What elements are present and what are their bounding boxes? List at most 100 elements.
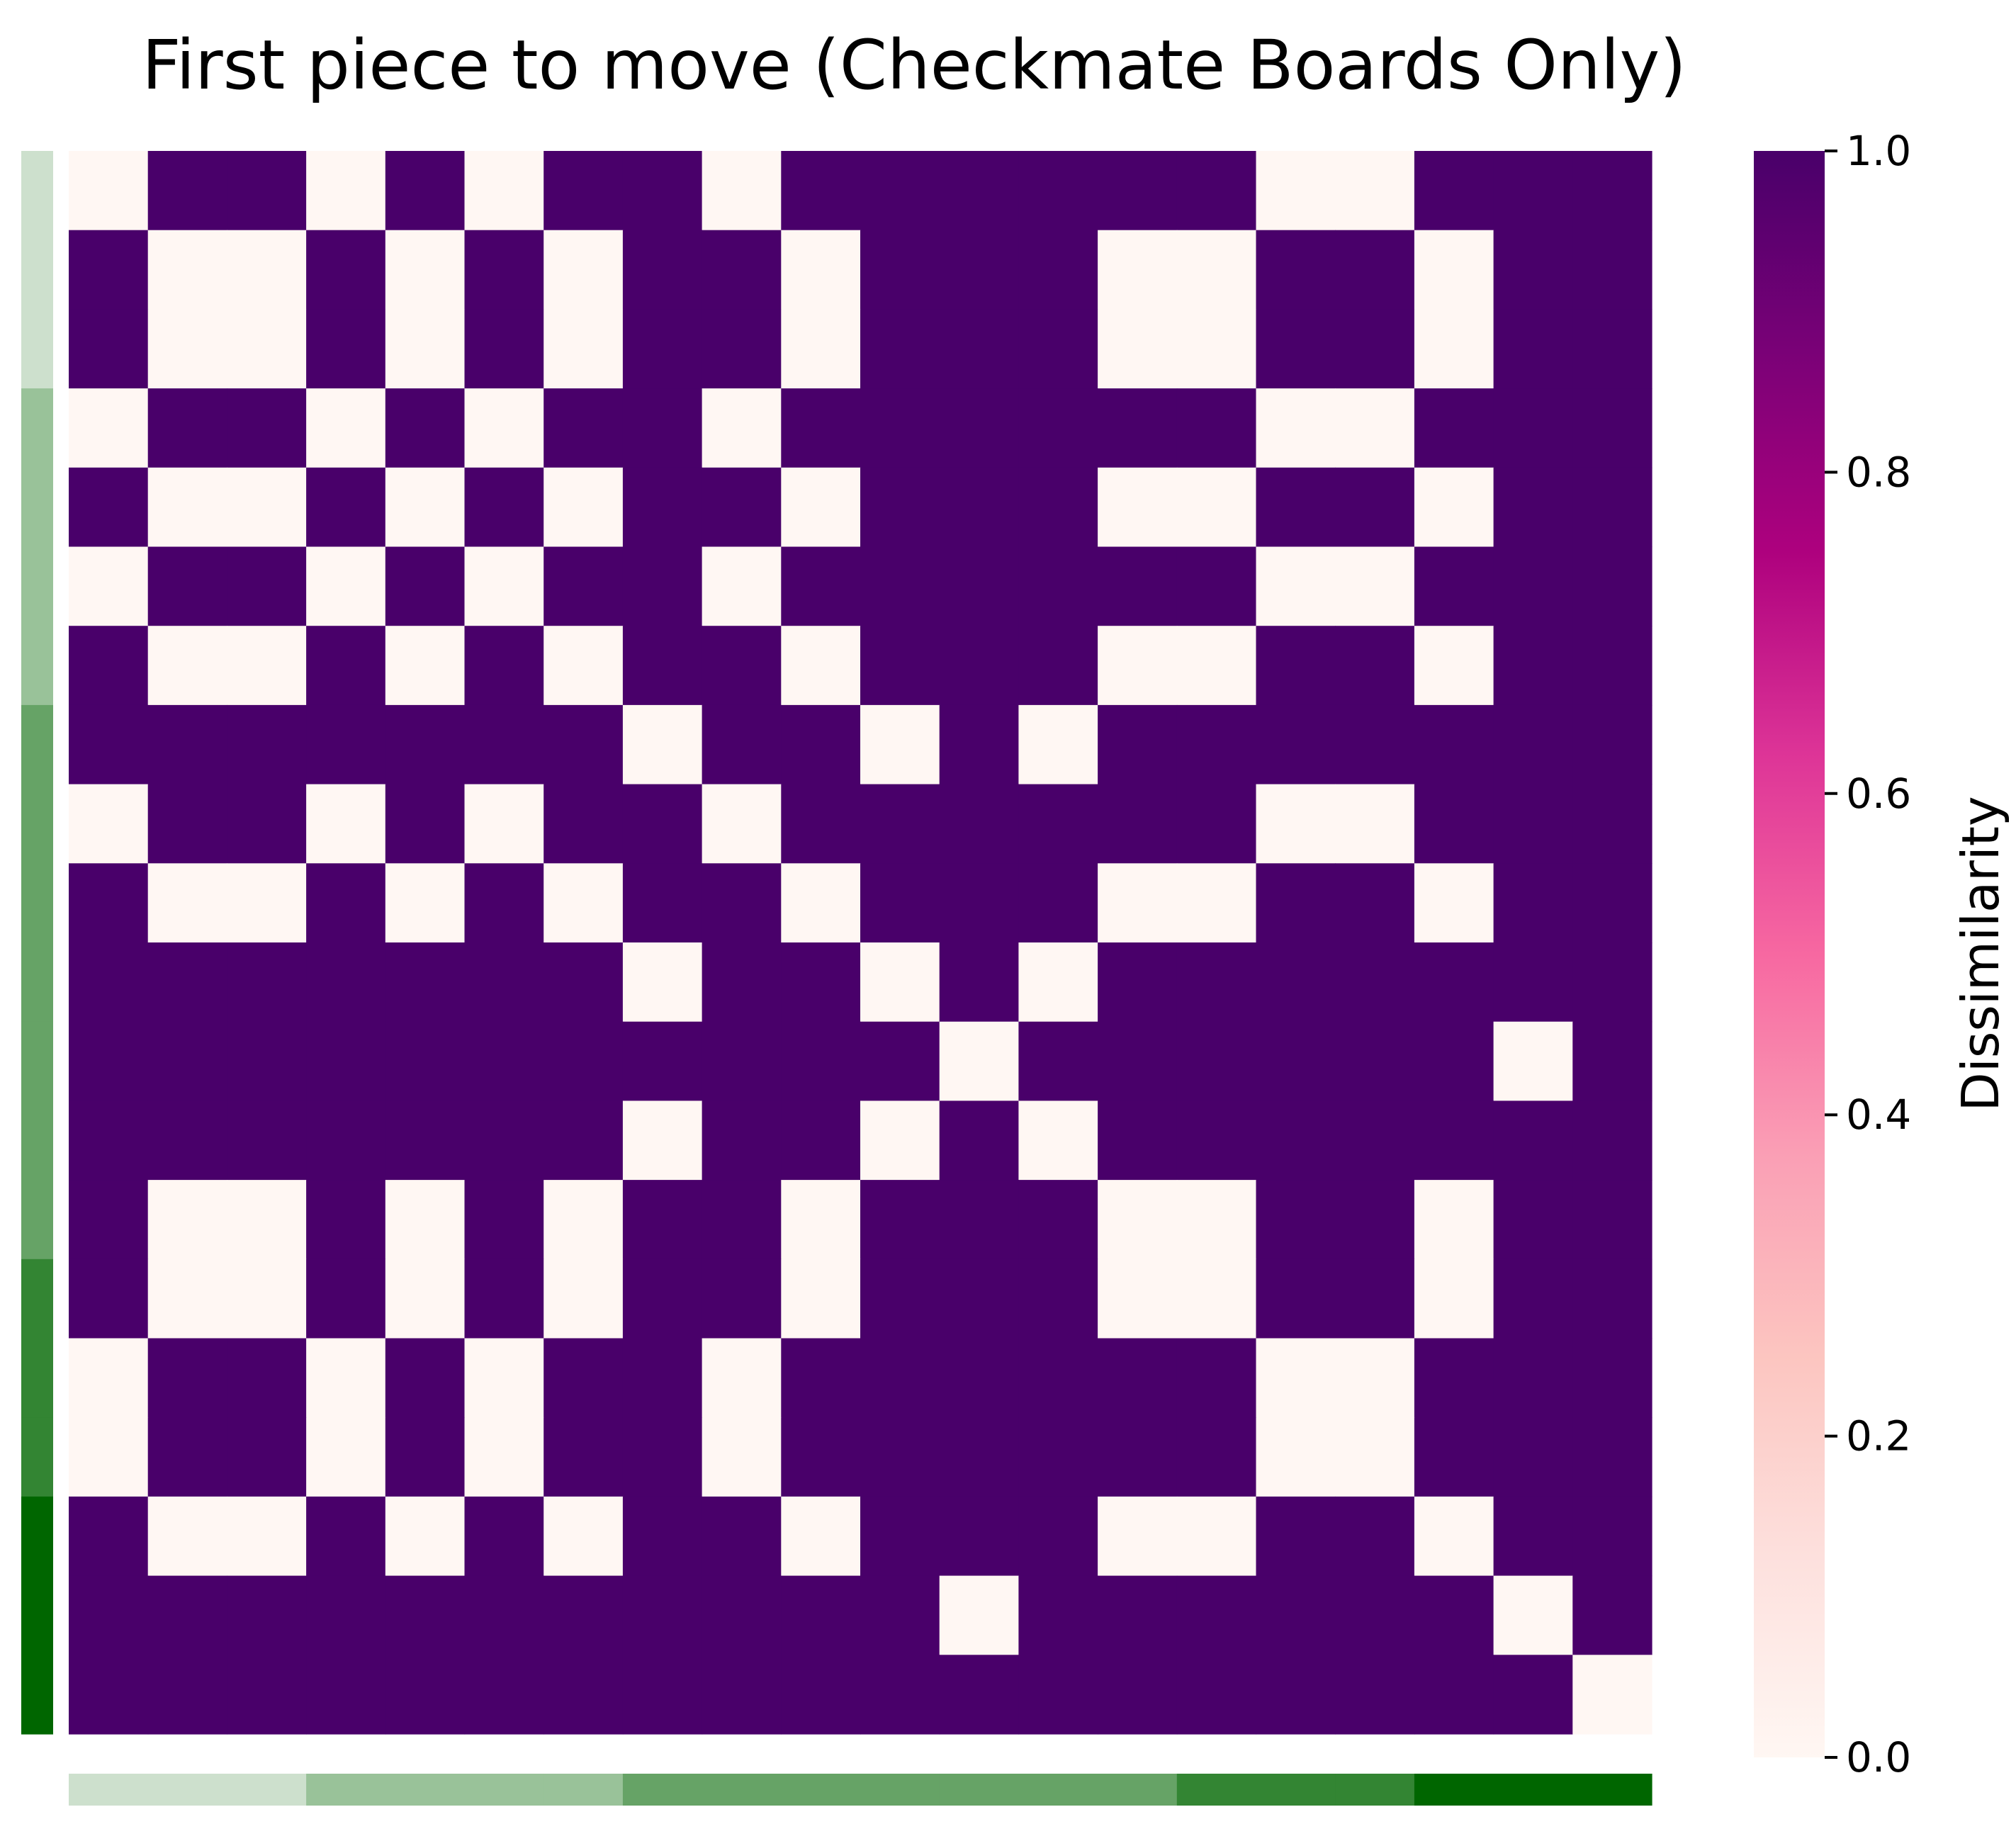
row-group-color-cell xyxy=(21,863,53,943)
heatmap-cell xyxy=(1493,1655,1573,1735)
heatmap-cell xyxy=(464,1021,544,1101)
heatmap-cell xyxy=(1493,309,1573,389)
heatmap-cell xyxy=(306,942,386,1023)
heatmap-cell xyxy=(702,863,782,943)
heatmap-cell xyxy=(544,1338,624,1418)
heatmap-cell xyxy=(306,546,386,626)
heatmap-cell xyxy=(1098,1259,1178,1339)
heatmap-cell xyxy=(385,784,466,864)
heatmap-cell xyxy=(702,151,782,231)
heatmap-cell xyxy=(1256,863,1336,943)
heatmap-cell xyxy=(1098,1496,1178,1577)
heatmap-cell xyxy=(227,942,307,1023)
heatmap-cell xyxy=(385,230,466,310)
heatmap-cell xyxy=(939,942,1019,1023)
heatmap-cell xyxy=(1493,1259,1573,1339)
heatmap-cell xyxy=(622,626,703,706)
heatmap-cell xyxy=(939,388,1019,468)
column-group-color-cell xyxy=(622,1774,703,1806)
heatmap-cell xyxy=(1098,546,1178,626)
heatmap-cell xyxy=(1335,309,1415,389)
colorbar-tick-label: 0.6 xyxy=(1846,770,1911,818)
heatmap-cell xyxy=(860,1021,940,1101)
heatmap-cell xyxy=(781,1100,861,1181)
heatmap-cell xyxy=(1572,1575,1652,1655)
heatmap-cell xyxy=(1335,1259,1415,1339)
heatmap-cell xyxy=(147,1655,227,1735)
heatmap-cell xyxy=(227,1259,307,1339)
heatmap-cell xyxy=(227,1338,307,1418)
heatmap-cell xyxy=(939,1100,1019,1181)
heatmap-cell xyxy=(1176,1180,1257,1260)
heatmap-cell xyxy=(622,1575,703,1655)
heatmap-cell xyxy=(544,1496,624,1577)
heatmap-cell xyxy=(1256,704,1336,785)
heatmap-cell xyxy=(781,467,861,548)
heatmap-cell xyxy=(781,1180,861,1260)
heatmap-cell xyxy=(464,1417,544,1497)
heatmap-cell xyxy=(1572,388,1652,468)
colorbar-tick-label: 0.4 xyxy=(1846,1091,1911,1139)
heatmap-cell xyxy=(939,784,1019,864)
heatmap-cell xyxy=(544,1655,624,1735)
heatmap-cell xyxy=(702,704,782,785)
heatmap-cell xyxy=(1098,151,1178,231)
heatmap-cell xyxy=(860,151,940,231)
heatmap-cell xyxy=(385,1655,466,1735)
heatmap-cell xyxy=(1414,1100,1494,1181)
heatmap-cell xyxy=(1335,1100,1415,1181)
heatmap-cell xyxy=(622,1021,703,1101)
colorbar-tick-label: 0.8 xyxy=(1846,448,1911,496)
heatmap-cell xyxy=(1018,546,1098,626)
column-group-color-cell xyxy=(1572,1774,1652,1806)
heatmap-cell xyxy=(1493,1021,1573,1101)
heatmap-cell xyxy=(69,546,149,626)
heatmap-cell xyxy=(385,1259,466,1339)
heatmap-cell xyxy=(227,151,307,231)
heatmap-cell xyxy=(1176,467,1257,548)
heatmap-cell xyxy=(622,1259,703,1339)
heatmap-cell xyxy=(1176,626,1257,706)
heatmap-cell xyxy=(385,863,466,943)
heatmap-cell xyxy=(69,1021,149,1101)
heatmap-cell xyxy=(1572,626,1652,706)
heatmap-cell xyxy=(1176,151,1257,231)
heatmap-cell xyxy=(860,1575,940,1655)
heatmap-cell xyxy=(781,546,861,626)
heatmap-cell xyxy=(69,1417,149,1497)
row-group-color-cell xyxy=(21,467,53,548)
heatmap-cell xyxy=(781,151,861,231)
row-group-color-cell xyxy=(21,230,53,310)
heatmap-cell xyxy=(1256,1021,1336,1101)
heatmap-cell xyxy=(702,1100,782,1181)
heatmap-cell xyxy=(702,1259,782,1339)
heatmap-cell xyxy=(1493,230,1573,310)
heatmap-cell xyxy=(1018,942,1098,1023)
heatmap-cell xyxy=(147,467,227,548)
heatmap-cell xyxy=(622,467,703,548)
heatmap-cell xyxy=(781,309,861,389)
heatmap-cell xyxy=(1493,626,1573,706)
heatmap-cell xyxy=(781,942,861,1023)
heatmap-cell xyxy=(1414,1655,1494,1735)
heatmap-cell xyxy=(781,1021,861,1101)
heatmap-cell xyxy=(69,1338,149,1418)
heatmap-cell xyxy=(860,1655,940,1735)
heatmap-cell xyxy=(939,467,1019,548)
heatmap-cell xyxy=(1098,1021,1178,1101)
heatmap-cell xyxy=(1256,309,1336,389)
heatmap-cell xyxy=(464,151,544,231)
heatmap-cell xyxy=(781,704,861,785)
heatmap-cell xyxy=(781,1496,861,1577)
heatmap-cell xyxy=(69,942,149,1023)
heatmap-cell xyxy=(1098,626,1178,706)
heatmap-cell xyxy=(1018,388,1098,468)
heatmap-cell xyxy=(1414,1259,1494,1339)
heatmap-cell xyxy=(1572,1417,1652,1497)
heatmap-cell xyxy=(622,1100,703,1181)
heatmap-cell xyxy=(1335,1496,1415,1577)
heatmap-cell xyxy=(306,1496,386,1577)
heatmap-cell xyxy=(860,784,940,864)
heatmap-cell xyxy=(702,626,782,706)
heatmap-cell xyxy=(1256,1180,1336,1260)
